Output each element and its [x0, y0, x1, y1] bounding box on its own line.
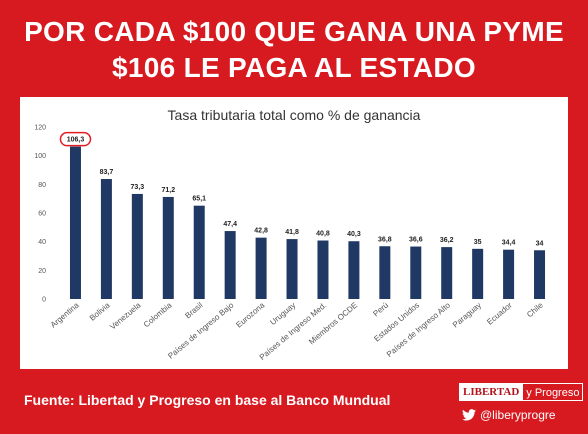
brand-logo: LIBERTAD y Progreso: [459, 383, 584, 401]
headline: POR CADA $100 QUE GANA UNA PYME $106 LE …: [0, 14, 588, 86]
bar: [410, 246, 422, 299]
x-tick-label: Venezuela: [108, 300, 143, 331]
value-label: 47,4: [223, 221, 237, 228]
bar-chart: Tasa tributaria total como % de ganancia…: [34, 107, 546, 362]
bars: [69, 146, 546, 299]
value-labels: 106,3 83,7 73,3 71,2 65,1 47,4 42,8 41,8 40,8 40,…: [59, 131, 544, 247]
value-label: 40,3: [347, 231, 361, 238]
y-tick-label: 80: [38, 182, 46, 189]
bar: [100, 179, 112, 299]
x-tick-label: Uruguay: [268, 301, 297, 327]
bar: [379, 246, 391, 299]
bar: [286, 239, 298, 299]
bar: [534, 250, 546, 299]
x-tick-label: Eurozona: [234, 300, 266, 329]
value-label: 71,2: [161, 187, 175, 194]
y-tick-label: 40: [38, 239, 46, 246]
value-label: 34,4: [502, 240, 516, 247]
value-label: 41,8: [285, 229, 299, 236]
value-label: 65,1: [192, 196, 206, 203]
value-label: 36,8: [378, 236, 392, 243]
y-tick-label: 100: [34, 153, 46, 160]
value-label: 42,8: [254, 228, 268, 235]
bar: [224, 231, 236, 299]
bar: [69, 146, 81, 299]
value-label: 40,8: [316, 231, 330, 238]
bar: [348, 241, 360, 299]
bar: [503, 249, 515, 299]
highlight-ring: [59, 131, 92, 147]
headline-line-1: POR CADA $100 QUE GANA UNA PYME: [24, 16, 564, 47]
value-label: 36,2: [440, 237, 454, 244]
bar: [193, 205, 205, 299]
chart-title: Tasa tributaria total como % de ganancia: [168, 107, 421, 123]
bar: [317, 240, 329, 299]
x-tick-label: Brasil: [183, 301, 204, 321]
bar: [255, 237, 267, 299]
bar: [162, 196, 174, 299]
twitter-handle[interactable]: @liberyprogre: [462, 408, 556, 422]
value-label: 34: [536, 240, 544, 247]
y-axis: 0 20 40 60 80 100 120: [34, 125, 46, 304]
brand-logo-right: y Progreso: [523, 383, 584, 401]
source-note: Fuente: Libertad y Progreso en base al B…: [24, 392, 391, 408]
x-tick-label: Bolivia: [88, 300, 112, 322]
twitter-bird-icon: [462, 409, 476, 421]
y-tick-label: 0: [42, 297, 46, 304]
x-tick-label: Paraguay: [451, 301, 483, 330]
headline-line-2: $106 LE PAGA AL ESTADO: [112, 52, 476, 83]
x-tick-label: Ecuador: [485, 300, 514, 326]
bar: [441, 247, 453, 299]
value-label: 36,6: [409, 237, 423, 244]
bar: [131, 193, 143, 299]
value-label: 73,3: [131, 184, 145, 191]
x-tick-label: Perú: [371, 301, 390, 319]
x-tick-label: Chile: [525, 300, 545, 319]
value-label: 83,7: [100, 169, 114, 176]
x-tick-label: Colombia: [142, 300, 174, 329]
x-tick-label: Argentina: [49, 300, 81, 329]
bar: [472, 248, 484, 299]
twitter-handle-text: @liberyprogre: [480, 408, 556, 422]
value-label: 106,3: [67, 137, 85, 144]
y-tick-label: 60: [38, 211, 46, 218]
y-tick-label: 20: [38, 268, 46, 275]
value-label: 35: [474, 239, 482, 246]
brand-logo-left: LIBERTAD: [459, 383, 524, 401]
chart-card: Tasa tributaria total como % de ganancia…: [20, 97, 568, 369]
y-tick-label: 120: [34, 125, 46, 132]
